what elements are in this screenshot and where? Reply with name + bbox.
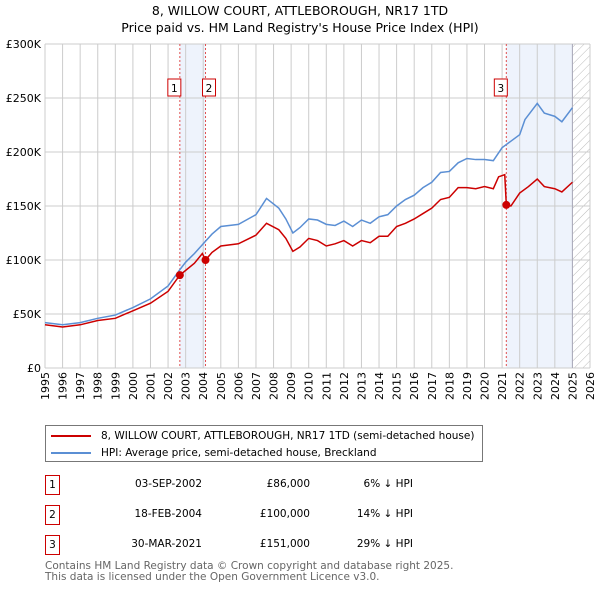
sale-price: £100,000 bbox=[259, 508, 310, 520]
sale-marker-label: 3 bbox=[45, 535, 60, 555]
x-tick-label: 2026 bbox=[584, 372, 597, 400]
y-tick-label: £150K bbox=[6, 200, 42, 213]
sale-hpi-diff: 29% ↓ HPI bbox=[356, 538, 413, 550]
x-tick-label: 1999 bbox=[109, 372, 122, 400]
sale-row: 3 30-MAR-2021 £151,000 29% ↓ HPI bbox=[45, 535, 465, 555]
legend-swatch bbox=[51, 451, 91, 454]
y-tick-label: £50K bbox=[13, 308, 42, 321]
legend-item-hpi: HPI: Average price, semi-detached house,… bbox=[51, 444, 377, 461]
x-tick-label: 2015 bbox=[391, 372, 404, 400]
x-tick-label: 1995 bbox=[39, 372, 52, 400]
sale-row: 1 03-SEP-2002 £86,000 6% ↓ HPI bbox=[45, 475, 465, 495]
x-tick-label: 2008 bbox=[268, 372, 281, 400]
x-tick-label: 2013 bbox=[355, 372, 368, 400]
property-price-line bbox=[44, 173, 573, 328]
y-tick-label: £250K bbox=[6, 92, 42, 105]
x-tick-label: 2005 bbox=[215, 372, 228, 400]
sale-point bbox=[201, 256, 210, 264]
chart-subtitle: Price paid vs. HM Land Registry's House … bbox=[121, 20, 479, 35]
x-tick-label: 2007 bbox=[250, 372, 263, 400]
x-tick-label: 2006 bbox=[232, 372, 245, 400]
legend: 8, WILLOW COURT, ATTLEBOROUGH, NR17 1TD … bbox=[45, 425, 483, 462]
sale-label-box bbox=[202, 78, 217, 97]
sale-hpi-diff: 14% ↓ HPI bbox=[356, 508, 413, 520]
y-tick-label: £200K bbox=[6, 146, 42, 159]
x-tick-label: 2024 bbox=[549, 372, 562, 400]
plot-area: 1995 1996 1997 1998 1999 2000 2001 2002 2003 2004… bbox=[6, 38, 597, 400]
x-tick-label: 2021 bbox=[496, 372, 509, 400]
sale-label: 3 bbox=[497, 83, 504, 95]
legend-label: HPI: Average price, semi-detached house,… bbox=[101, 446, 377, 459]
sale-point bbox=[502, 200, 511, 209]
x-tick-label: 1998 bbox=[92, 372, 105, 400]
y-tick-label: £300K bbox=[6, 38, 42, 51]
x-tick-label: 2011 bbox=[320, 372, 333, 400]
sale-price: £86,000 bbox=[266, 478, 310, 490]
x-tick-label: 2009 bbox=[285, 372, 298, 400]
x-tick-label: 2003 bbox=[180, 372, 193, 400]
x-tick-label: 2025 bbox=[566, 372, 579, 400]
x-tick-label: 1996 bbox=[57, 372, 70, 400]
sale-date: 18-FEB-2004 bbox=[134, 508, 202, 520]
sale-marker-label: 2 bbox=[45, 505, 60, 525]
sale-date: 30-MAR-2021 bbox=[131, 538, 202, 550]
x-tick-label: 2016 bbox=[408, 372, 421, 400]
sale-point bbox=[175, 271, 184, 280]
x-tick-label: 1997 bbox=[74, 372, 87, 400]
y-tick-label: £0 bbox=[27, 362, 41, 375]
sale-marker-label: 1 bbox=[45, 475, 60, 495]
legend-label: 8, WILLOW COURT, ATTLEBOROUGH, NR17 1TD … bbox=[101, 429, 475, 442]
sale-label-box bbox=[167, 78, 182, 97]
x-tick-label: 2014 bbox=[373, 372, 386, 400]
sale-hpi-diff: 6% ↓ HPI bbox=[363, 478, 413, 490]
footer-licence: This data is licensed under the Open Gov… bbox=[45, 571, 380, 583]
footer-copyright: Contains HM Land Registry data © Crown c… bbox=[45, 560, 454, 572]
x-tick-label: 2022 bbox=[514, 372, 527, 400]
hpi-line bbox=[44, 102, 574, 326]
chart-title: 8, WILLOW COURT, ATTLEBOROUGH, NR17 1TD bbox=[151, 3, 449, 18]
x-tick-label: 2019 bbox=[461, 372, 474, 400]
x-tick-label: 2018 bbox=[443, 372, 456, 400]
x-tick-label: 2002 bbox=[162, 372, 175, 400]
sale-row: 2 18-FEB-2004 £100,000 14% ↓ HPI bbox=[45, 505, 465, 525]
x-tick-label: 2000 bbox=[127, 372, 140, 400]
sale-label-box bbox=[493, 78, 508, 97]
x-tick-label: 2004 bbox=[197, 372, 210, 400]
legend-item-property: 8, WILLOW COURT, ATTLEBOROUGH, NR17 1TD … bbox=[51, 427, 474, 444]
x-tick-label: 2012 bbox=[338, 372, 351, 400]
x-tick-label: 2001 bbox=[144, 372, 157, 400]
sale-date: 03-SEP-2002 bbox=[134, 478, 202, 490]
x-tick-label: 2010 bbox=[303, 372, 316, 400]
x-tick-label: 2017 bbox=[426, 372, 439, 400]
y-tick-label: £100K bbox=[6, 254, 42, 267]
legend-swatch bbox=[51, 434, 91, 437]
sale-label: 2 bbox=[206, 83, 213, 95]
sale-price: £151,000 bbox=[259, 538, 310, 550]
x-tick-label: 2023 bbox=[531, 372, 544, 400]
sale-label: 1 bbox=[171, 83, 178, 95]
x-tick-label: 2020 bbox=[479, 372, 492, 400]
